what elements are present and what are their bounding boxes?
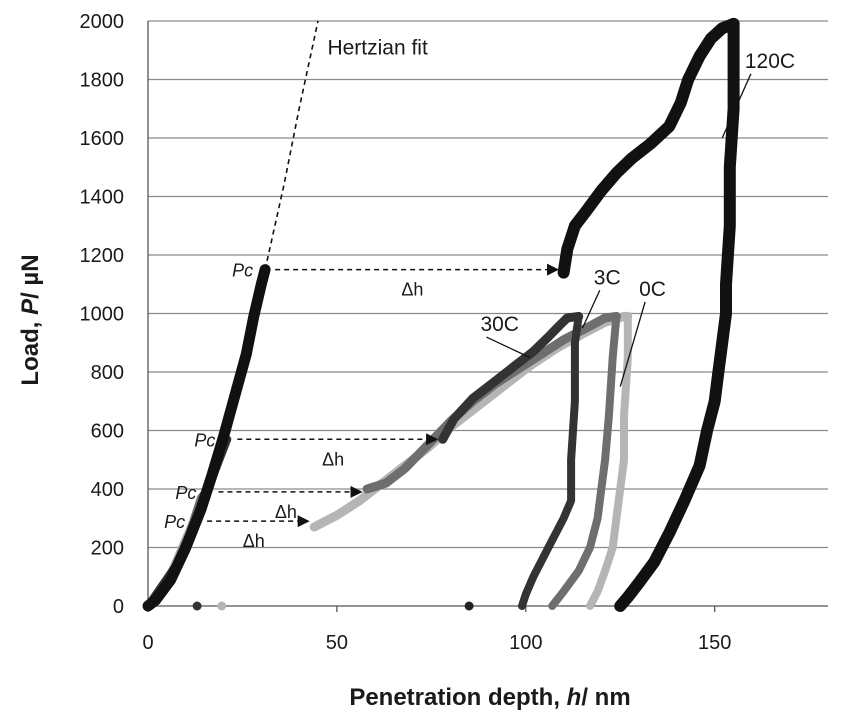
pc-label-1: Pc (194, 430, 215, 450)
series-label-3c: 3C (594, 266, 621, 289)
series-label-0c: 0C (639, 278, 666, 301)
series-30c-unloading-curve (518, 312, 583, 610)
data-series (142, 17, 740, 612)
series-30c-pop_in-curve (438, 311, 584, 444)
series-120c (142, 17, 740, 612)
series-label-pointer-2 (581, 289, 601, 329)
stray-data-point-2 (464, 601, 474, 611)
y-tick-label-600: 600 (91, 421, 124, 443)
series-label-120c: 120C (745, 50, 795, 73)
y-tick-label-200: 200 (91, 538, 124, 560)
series-0c-pop_in-curve (309, 311, 633, 532)
tick-labels: 0 200 400 600 800 1000 1200 1400 1600 1800 2000 0 50… (80, 11, 732, 654)
delta-h-label-2: Δh (275, 502, 297, 522)
y-tick-label-0: 0 (113, 596, 124, 618)
series-label-30c: 30C (480, 313, 519, 336)
x-axis-title: Penetration depth, h/ nm (349, 684, 630, 711)
x-tick-label-150: 150 (698, 632, 731, 654)
delta-h-label-1: Δh (322, 449, 344, 469)
stray-data-point-0 (192, 601, 202, 611)
series-3c-unloading-curve (548, 312, 621, 610)
series-label-pointer-1 (486, 336, 530, 358)
series-120c-loading-curve (142, 264, 271, 612)
y-axis-title-part-2: / µN (17, 254, 44, 299)
y-tick-label-400: 400 (91, 479, 124, 501)
x-axis-title-part-0: Penetration depth, (349, 684, 566, 711)
pc-label-2: Pc (175, 483, 196, 503)
y-tick-label-1200: 1200 (80, 245, 125, 267)
hertzian-fit-line (264, 20, 319, 270)
series-label-pointer-3 (619, 301, 646, 387)
x-axis-title-part-2: / nm (581, 684, 630, 711)
y-tick-label-1800: 1800 (80, 70, 125, 92)
x-axis-title-part-1: h (567, 684, 582, 711)
y-tick-label-1600: 1600 (80, 128, 125, 150)
series-120c-pop_in-curve (557, 17, 740, 279)
y-axis-title-part-0: Load, (17, 315, 44, 386)
y-tick-label-2000: 2000 (80, 11, 125, 33)
hertzian-fit-label: Hertzian fit (327, 37, 428, 60)
pc-label-3: Pc (164, 512, 185, 532)
series-label-pointer-0 (721, 73, 752, 139)
x-tick-label-100: 100 (509, 632, 542, 654)
y-tick-label-800: 800 (91, 362, 124, 384)
pc-label-0: Pc (232, 261, 253, 281)
x-tick-label-50: 50 (326, 632, 348, 654)
x-tick-label-0: 0 (142, 632, 153, 654)
annotations: Hertzian fit Pc Δh Pc Δh Pc Δh Pc Δh 120C 30C 3C 0C (164, 20, 795, 551)
grid-lines (148, 20, 828, 549)
delta-h-label-0: Δh (401, 280, 423, 300)
axes (147, 21, 828, 612)
y-tick-label-1400: 1400 (80, 187, 125, 209)
y-axis-title: Load, P/ µN (17, 254, 44, 385)
series-0c-unloading-curve (586, 312, 632, 610)
series-120c-unloading-curve (614, 17, 740, 612)
y-tick-label-1000: 1000 (80, 304, 125, 326)
stray-data-point-1 (217, 601, 227, 611)
delta-h-label-3: Δh (243, 531, 265, 551)
y-axis-title-part-1: P (17, 298, 44, 315)
